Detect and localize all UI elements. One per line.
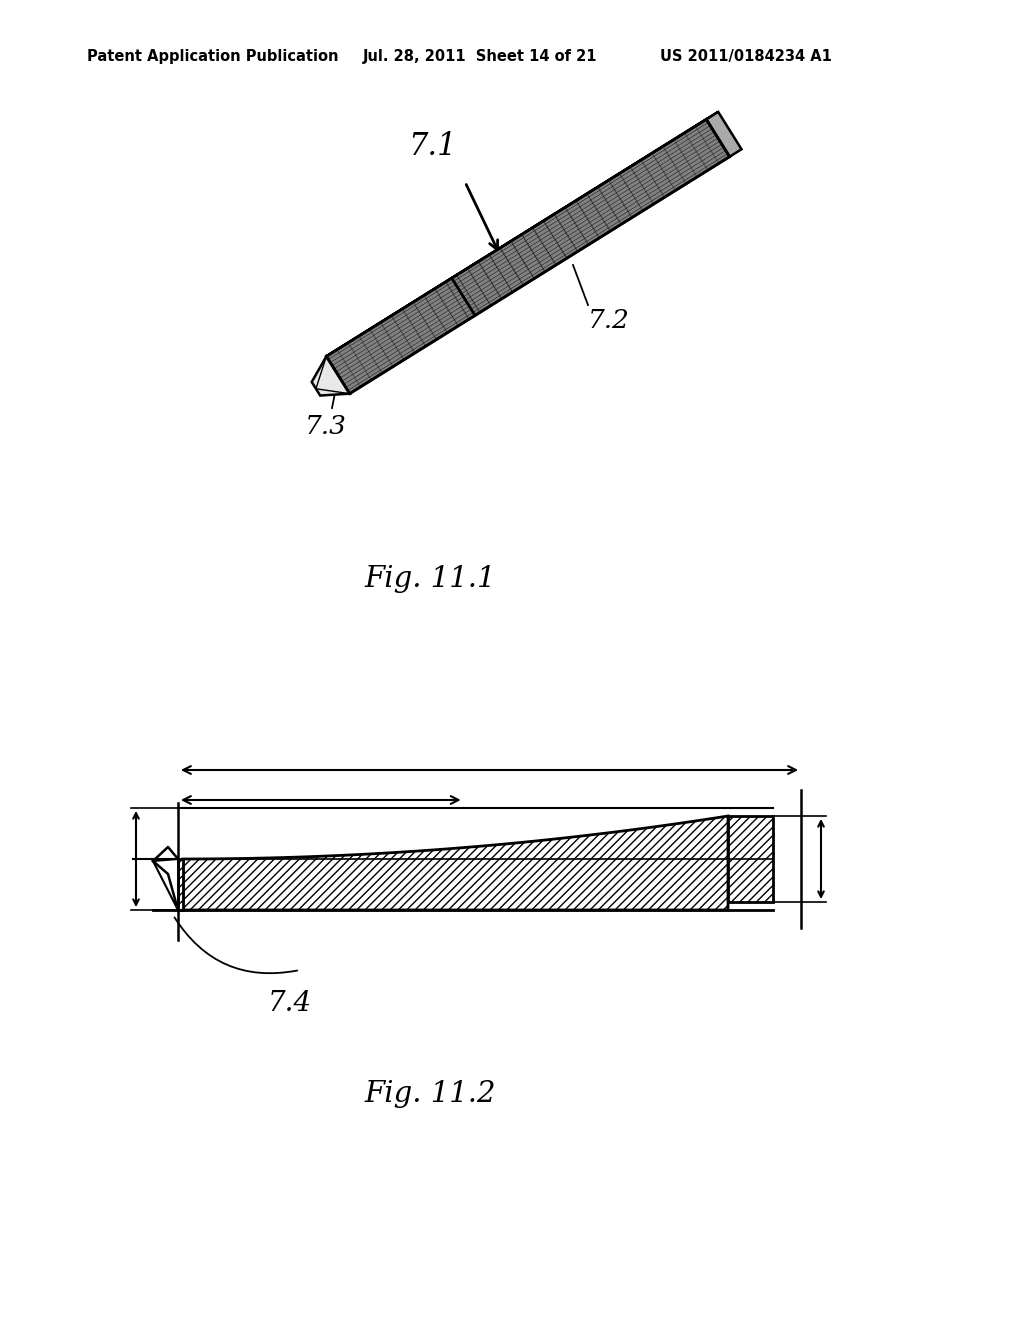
Text: Fig. 11.2: Fig. 11.2 [365, 1080, 496, 1107]
Polygon shape [327, 112, 718, 356]
Text: Fig. 11.1: Fig. 11.1 [365, 565, 496, 593]
Polygon shape [707, 112, 741, 157]
Text: 7.4: 7.4 [268, 990, 312, 1016]
Text: 7.2: 7.2 [588, 308, 630, 333]
Text: Patent Application Publication: Patent Application Publication [87, 49, 339, 63]
Polygon shape [183, 816, 728, 909]
Text: US 2011/0184234 A1: US 2011/0184234 A1 [660, 49, 831, 63]
Polygon shape [311, 356, 349, 396]
Polygon shape [178, 859, 183, 909]
Text: 7.1: 7.1 [409, 131, 458, 162]
Text: Jul. 28, 2011  Sheet 14 of 21: Jul. 28, 2011 Sheet 14 of 21 [362, 49, 597, 63]
Polygon shape [327, 119, 730, 393]
Text: 7.3: 7.3 [305, 414, 347, 440]
Polygon shape [728, 816, 773, 902]
